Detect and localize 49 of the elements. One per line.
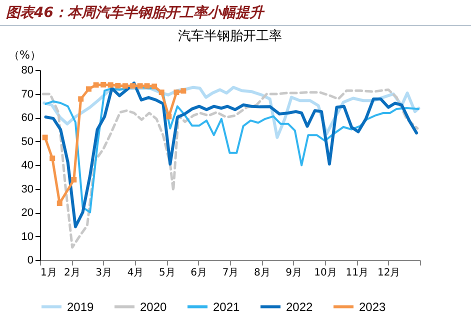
y-tick-label: 50 (21, 136, 34, 148)
point (78, 96, 84, 102)
point (108, 82, 114, 88)
point (86, 86, 92, 92)
y-tick-label: 70 (21, 88, 34, 100)
point (115, 82, 121, 88)
x-tick-label: 8月 (254, 268, 270, 278)
point (137, 83, 143, 89)
line-series (42, 88, 419, 249)
point (144, 83, 150, 89)
x-tick-label: 3月 (96, 268, 112, 278)
chart-title: 图表46：本周汽车半钢胎开工率小幅提升 (0, 0, 471, 26)
chart-subtitle: 汽车半钢胎开工率 (178, 28, 282, 44)
x-tick-label: 10月 (314, 268, 337, 278)
point (166, 114, 172, 120)
point (122, 83, 128, 89)
legend-label: 2022 (286, 300, 314, 314)
point (152, 84, 158, 90)
x-tick-label: 6月 (190, 268, 208, 278)
y-tick-label: 10 (21, 230, 34, 243)
y-axis-title: （%） (8, 48, 41, 62)
y-tick-label: 60 (21, 112, 34, 124)
y-tick-label: 20 (21, 207, 34, 219)
x-tick-label: 2月 (64, 268, 80, 278)
point (50, 156, 56, 162)
legend-label: 2019 (67, 300, 94, 314)
y-tick-label: 30 (21, 183, 34, 196)
x-tick-label: 12月 (377, 268, 400, 278)
x-tick-label: 9月 (286, 268, 302, 278)
legend-label: 2020 (140, 300, 168, 314)
point (100, 82, 106, 88)
point (130, 83, 136, 89)
point (158, 90, 164, 96)
legend-label: 2021 (213, 300, 240, 314)
y-tick-label: 40 (21, 160, 34, 172)
point (180, 88, 186, 94)
x-tick-label: 1月 (40, 268, 57, 278)
point (56, 200, 62, 206)
y-tick-label: 80 (21, 64, 34, 76)
x-tick-label: 4月 (127, 268, 144, 278)
y-tick-label: 0 (27, 254, 34, 266)
legend-label: 2023 (359, 300, 386, 314)
point (93, 82, 99, 88)
x-tick-label: 5月 (158, 268, 176, 278)
x-tick-label: 7月 (222, 268, 239, 278)
point (71, 176, 77, 182)
point (42, 134, 48, 140)
x-tick-label: 11月 (346, 268, 369, 278)
point (174, 90, 180, 96)
